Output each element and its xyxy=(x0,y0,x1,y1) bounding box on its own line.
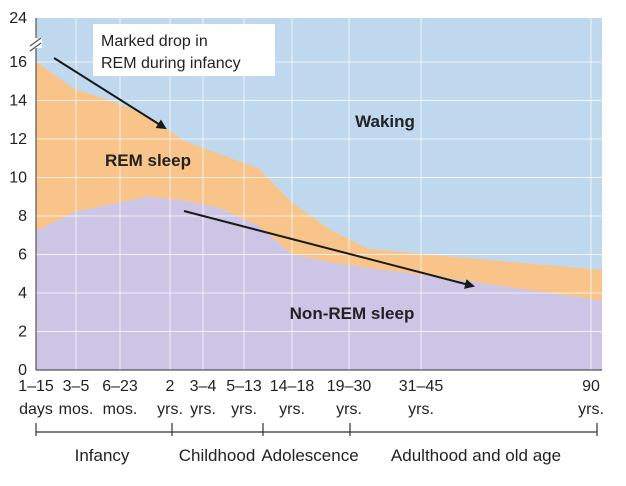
x-tick-label-line2: yrs. xyxy=(578,401,604,418)
annotation-box xyxy=(93,24,275,76)
arrow-rem-drop xyxy=(53,57,167,130)
x-tick-label-line2: mos. xyxy=(59,401,94,418)
axis-break-gap xyxy=(30,38,42,48)
y-tick-label: 4 xyxy=(18,285,27,302)
rem-sleep-label: REM sleep xyxy=(105,151,191,170)
x-tick: 90 yrs. xyxy=(578,378,604,418)
rem-sleep-area xyxy=(36,61,602,301)
region-labels: Waking REM sleep Non-REM sleep xyxy=(105,112,415,323)
group-label: Infancy xyxy=(75,446,130,465)
x-tick-label-line1: 6–23 xyxy=(102,378,138,395)
x-tick: 3–5 mos. xyxy=(59,378,94,418)
age-group-brackets: Infancy Childhood Adolescence Adulthood and… xyxy=(35,423,598,465)
y-tick-label: 0 xyxy=(18,362,27,379)
x-tick: 1–15 days xyxy=(18,378,54,418)
x-tick-label-line1: 3–5 xyxy=(63,378,90,395)
x-tick-label-line1: 19–30 xyxy=(327,378,372,395)
x-tick: 3–4 yrs. xyxy=(190,378,217,418)
y-tick-label: 14 xyxy=(9,93,27,110)
arrow-nrem-decline xyxy=(183,210,475,289)
y-tick-label: 6 xyxy=(18,247,27,264)
group-label: Adolescence xyxy=(261,446,358,465)
area-series xyxy=(36,61,602,370)
x-tick: 2 yrs. xyxy=(157,378,183,418)
x-tick: 19–30 yrs. xyxy=(327,378,372,418)
x-tick-label-line2: mos. xyxy=(103,401,138,418)
annotation-line2: REM during infancy xyxy=(101,55,241,72)
x-tick-label-line1: 31–45 xyxy=(399,378,444,395)
annotation-line1: Marked drop in xyxy=(101,33,208,50)
x-tick-label-line2: yrs. xyxy=(190,401,216,418)
non-rem-sleep-area xyxy=(36,196,602,370)
x-tick-label-line2: yrs. xyxy=(157,401,183,418)
x-tick-label-line2: yrs. xyxy=(279,401,305,418)
x-tick-label-line2: yrs. xyxy=(336,401,362,418)
y-tick-label: 8 xyxy=(18,208,27,225)
x-tick: 14–18 yrs. xyxy=(270,378,315,418)
y-tick-label: 10 xyxy=(9,170,27,187)
x-tick-label-line2: yrs. xyxy=(231,401,257,418)
waking-label: Waking xyxy=(355,112,415,131)
non-rem-sleep-label: Non-REM sleep xyxy=(290,304,415,323)
x-tick: 5–13 yrs. xyxy=(226,378,262,418)
y-tick-label: 12 xyxy=(9,131,27,148)
group-label: Childhood xyxy=(179,446,256,465)
axis-break-icon xyxy=(29,37,42,52)
x-tick-label-line1: 3–4 xyxy=(190,378,217,395)
x-tick-label-line2: days xyxy=(19,401,53,418)
annotations: Marked drop in REM during infancy xyxy=(53,24,475,289)
group-label: Adulthood and old age xyxy=(391,446,561,465)
x-tick: 6–23 mos. xyxy=(102,378,138,418)
x-tick-label-line1: 14–18 xyxy=(270,378,315,395)
x-tick-label-line1: 5–13 xyxy=(226,378,262,395)
axes xyxy=(29,18,602,371)
x-tick-label-line1: 1–15 xyxy=(18,378,54,395)
x-tick-label-line1: 90 xyxy=(582,378,600,395)
x-tick-label-line2: yrs. xyxy=(408,401,434,418)
y-tick-label: 16 xyxy=(9,54,27,71)
x-tick-label-line1: 2 xyxy=(166,378,175,395)
y-tick-label: 2 xyxy=(18,324,27,341)
y-tick-label: 24 xyxy=(9,10,27,27)
x-tick: 31–45 yrs. xyxy=(399,378,444,418)
x-tick-labels: 1–15 days 3–5 mos. 6–23 mos. 2 yrs. 3–4 yrs. 5–13 y… xyxy=(18,378,604,418)
